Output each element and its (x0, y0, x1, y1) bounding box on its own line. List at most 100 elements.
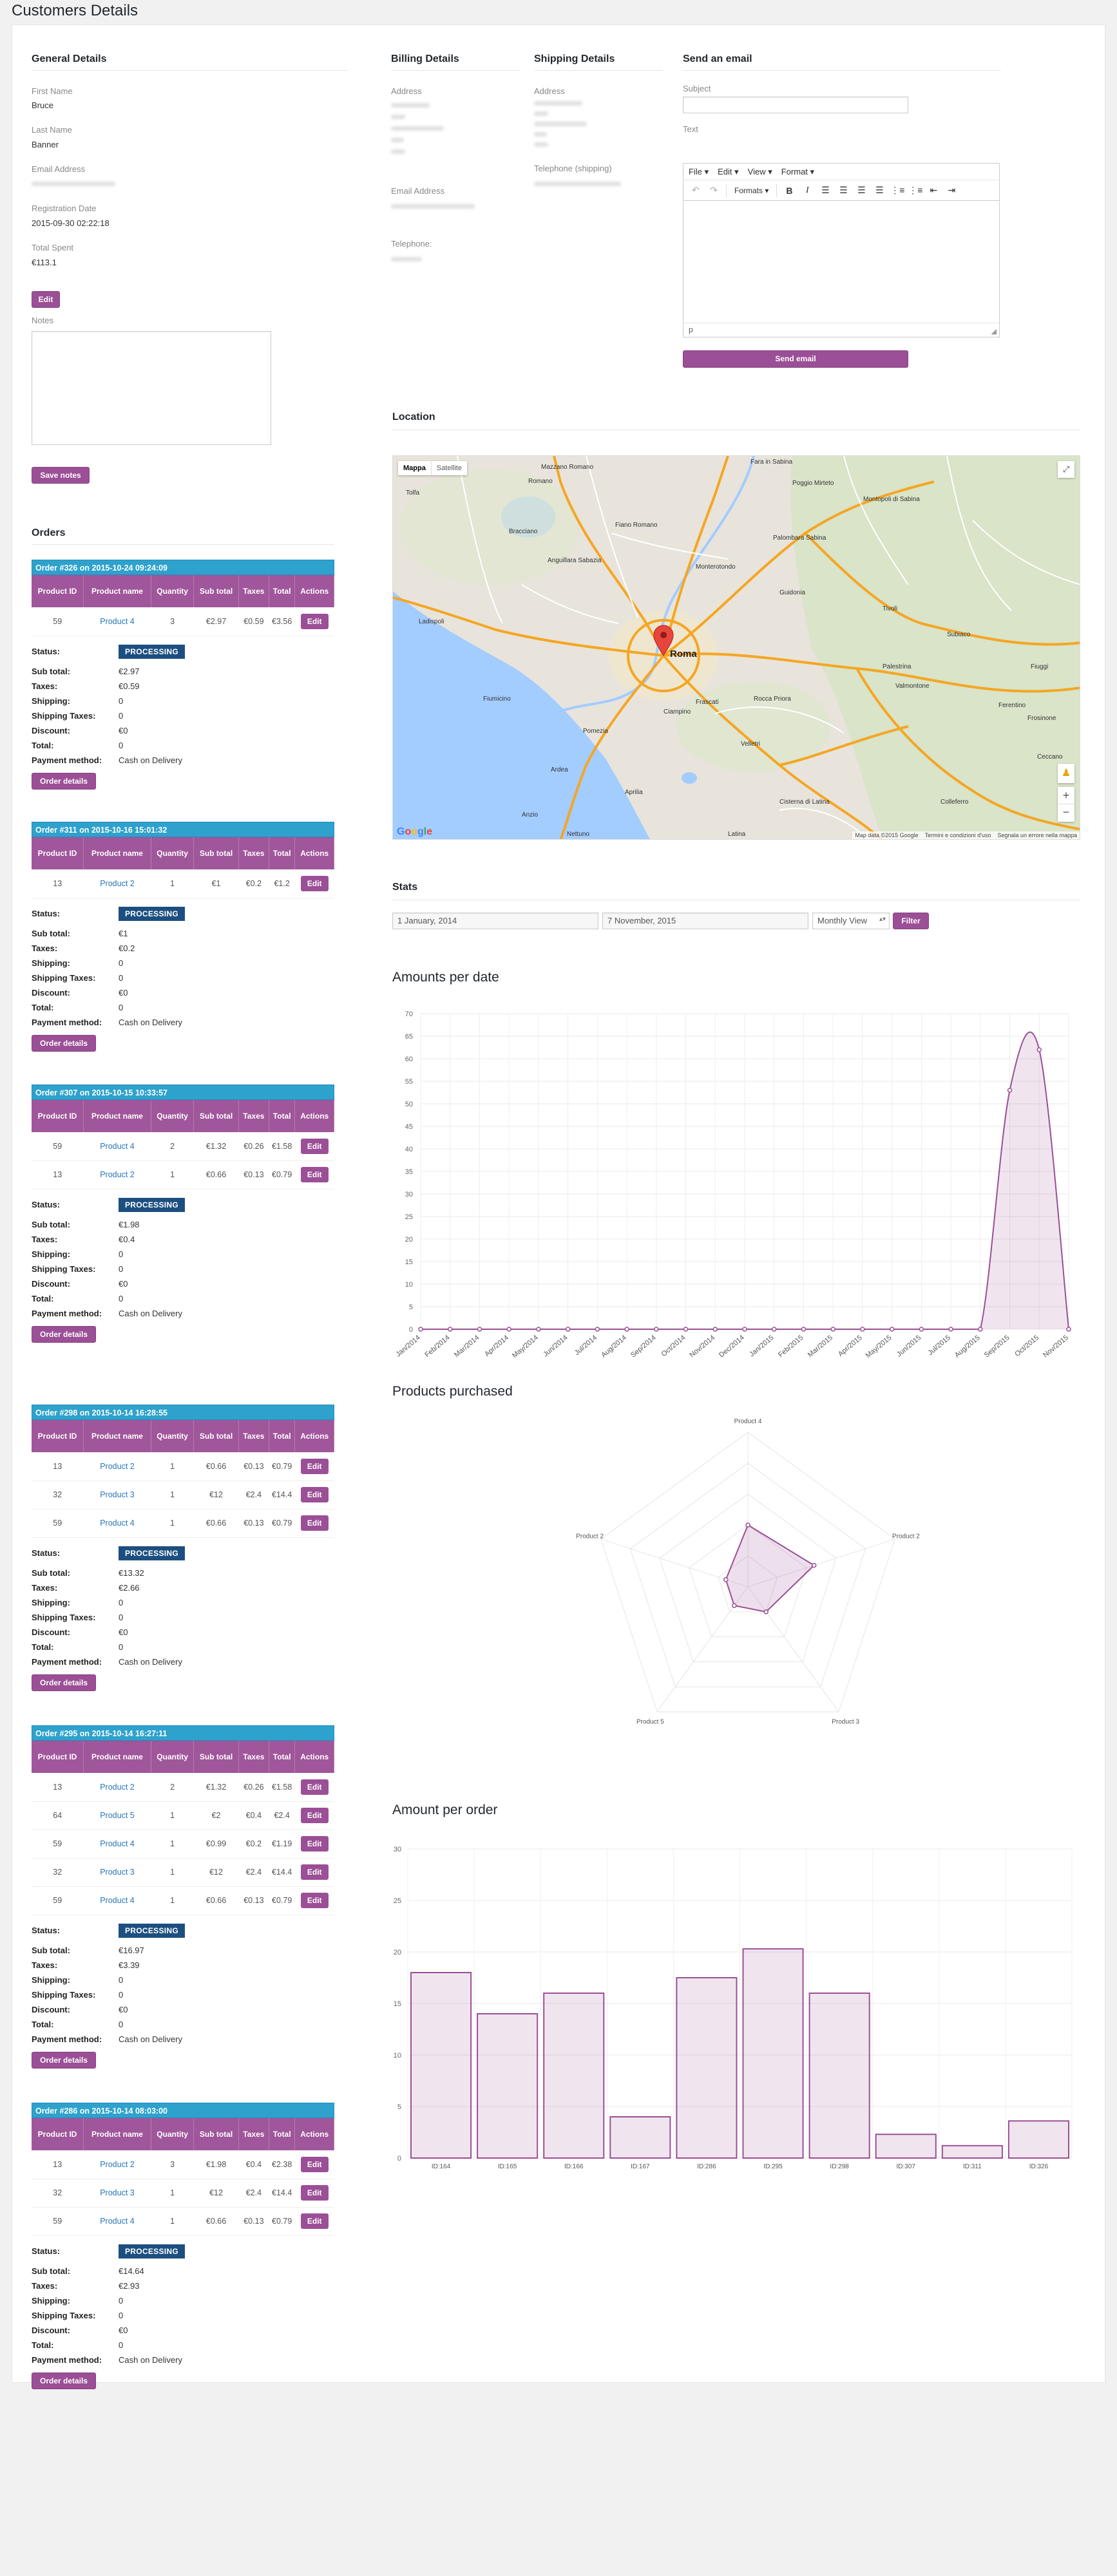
order-cell: €2.4 (238, 1481, 269, 1510)
resize-handle-icon[interactable]: ◢ (991, 328, 997, 336)
italic-icon[interactable]: I (806, 185, 809, 195)
align-left-icon[interactable]: ☰ (821, 185, 830, 195)
numbered-list-icon[interactable]: ⋮≡ (908, 185, 923, 195)
x-tick-label: Aug/2015 (953, 1334, 982, 1359)
filter-button[interactable]: Filter (893, 913, 929, 929)
shipping-address-label: Address (534, 86, 565, 96)
align-center-icon[interactable]: ☰ (839, 185, 848, 195)
order-details-button[interactable]: Order details (32, 1326, 96, 1343)
place-label: Guidonia (779, 589, 805, 596)
email-redacted (32, 182, 115, 186)
products-purchased-title: Products purchased (392, 1384, 513, 1399)
menu-edit[interactable]: Edit ▾ (718, 167, 739, 176)
order-taxes-row: Taxes: €0.4 (32, 1235, 135, 1244)
edit-order-button[interactable]: Edit (300, 1864, 329, 1880)
edit-order-button[interactable]: Edit (300, 1515, 329, 1531)
order-cell: €2 (193, 1801, 239, 1830)
product-link[interactable]: Product 2 (83, 869, 151, 898)
order-details-button[interactable]: Order details (32, 2052, 96, 2069)
zoom-out-icon[interactable]: − (1062, 806, 1070, 819)
product-link[interactable]: Product 4 (83, 1830, 151, 1859)
edit-order-button[interactable]: Edit (300, 1138, 329, 1154)
product-link[interactable]: Product 3 (83, 2179, 151, 2208)
place-label: Monterotondo (696, 564, 736, 571)
edit-order-button[interactable]: Edit (300, 1167, 329, 1182)
editor-path: p (689, 325, 693, 334)
product-link[interactable]: Product 3 (83, 1858, 151, 1887)
order-column-header: Product name (83, 2118, 151, 2150)
date-to-input[interactable]: 7 November, 2015 (602, 913, 808, 929)
order-details-button[interactable]: Order details (32, 773, 96, 790)
edit-order-button[interactable]: Edit (300, 1487, 329, 1502)
edit-order-button[interactable]: Edit (300, 2156, 329, 2172)
order-details-button[interactable]: Order details (32, 1035, 96, 1052)
edit-order-button[interactable]: Edit (300, 2213, 329, 2229)
pegman-icon[interactable]: ♟ (1058, 764, 1074, 783)
product-link[interactable]: Product 4 (83, 607, 151, 636)
product-link[interactable]: Product 3 (83, 1481, 151, 1510)
zoom-in-icon[interactable]: + (1058, 787, 1074, 804)
product-link[interactable]: Product 2 (83, 1160, 151, 1189)
product-link[interactable]: Product 4 (83, 2207, 151, 2236)
send-email-button[interactable]: Send email (683, 350, 908, 368)
email-editor[interactable]: File ▾ Edit ▾ View ▾ Format ▾ ↶ ↷ Format… (683, 163, 1000, 337)
order-details-button[interactable]: Order details (32, 1674, 96, 1691)
fullscreen-icon[interactable]: ⤢ (1058, 461, 1074, 478)
indent-icon[interactable]: ⇥ (948, 185, 956, 195)
order-cell: €0.13 (238, 2207, 269, 2236)
location-map[interactable]: Mazzano Romano Romano Fara in Sabina Poggio… (392, 455, 1080, 840)
edit-order-button[interactable]: Edit (300, 1893, 329, 1908)
product-link[interactable]: Product 2 (83, 1452, 151, 1481)
formats-dropdown[interactable]: Formats ▾ (734, 185, 769, 195)
redo-icon[interactable]: ↷ (710, 185, 718, 195)
map-report-link[interactable]: Segnala un errore nella mappa (997, 832, 1077, 838)
order-cell: €0.79 (269, 1160, 295, 1189)
subject-input[interactable] (683, 97, 908, 113)
map-terms-link[interactable]: Termini e condizioni d'uso (924, 832, 991, 838)
order-cell: 1 (151, 1801, 194, 1830)
edit-order-button[interactable]: Edit (300, 1808, 329, 1823)
undo-icon[interactable]: ↶ (692, 185, 700, 195)
order-row: 13 Product 2 2 €1.32 €0.26 €1.58 Edit (32, 1773, 334, 1802)
order-cell: €2.4 (238, 1858, 269, 1887)
bold-icon[interactable]: B (786, 185, 793, 196)
order-discount-row: Discount: €0 (32, 2005, 128, 2014)
product-link[interactable]: Product 5 (83, 1801, 151, 1830)
place-label: Ardea (551, 766, 568, 773)
order-cell: 3 (151, 607, 194, 636)
order-cell: €1.58 (269, 1773, 295, 1802)
product-link[interactable]: Product 2 (83, 2150, 151, 2179)
edit-order-button[interactable]: Edit (300, 2185, 329, 2201)
map-tab[interactable]: Mappa (403, 464, 426, 472)
edit-order-button[interactable]: Edit (300, 613, 329, 629)
date-from-input[interactable]: 1 January, 2014 (392, 913, 598, 929)
highway (553, 456, 665, 656)
order-row: 59 Product 4 1 €0.66 €0.13 €0.79 Edit (32, 1509, 334, 1538)
save-notes-button[interactable]: Save notes (32, 467, 90, 484)
order-title: Order #286 on 2015-10-14 08:03:00 (32, 2103, 334, 2118)
menu-view[interactable]: View ▾ (747, 167, 772, 176)
product-link[interactable]: Product 4 (83, 1886, 151, 1915)
align-justify-icon[interactable]: ☰ (875, 185, 884, 195)
zoom-control: + − (1058, 787, 1074, 822)
menu-file[interactable]: File ▾ (689, 167, 709, 176)
bullet-list-icon[interactable]: ⋮≡ (890, 185, 905, 195)
edit-order-button[interactable]: Edit (300, 1836, 329, 1852)
edit-order-button[interactable]: Edit (300, 1458, 329, 1474)
x-tick-label: Jun/2015 (895, 1334, 922, 1358)
product-link[interactable]: Product 4 (83, 1509, 151, 1538)
notes-textarea[interactable] (32, 331, 271, 445)
view-select[interactable]: Monthly View ▴▾ (812, 913, 890, 929)
order-details-button[interactable]: Order details (32, 2372, 96, 2389)
edit-customer-button[interactable]: Edit (32, 291, 60, 308)
order-cell: €12 (193, 2179, 239, 2208)
satellite-tab[interactable]: Satellite (430, 461, 467, 475)
menu-format[interactable]: Format ▾ (781, 167, 815, 176)
edit-order-button[interactable]: Edit (300, 1779, 329, 1795)
place-label: Frascati (696, 699, 719, 706)
edit-order-button[interactable]: Edit (300, 875, 329, 891)
product-link[interactable]: Product 4 (83, 1132, 151, 1161)
align-right-icon[interactable]: ☰ (857, 185, 866, 195)
outdent-icon[interactable]: ⇤ (930, 185, 938, 195)
product-link[interactable]: Product 2 (83, 1773, 151, 1802)
